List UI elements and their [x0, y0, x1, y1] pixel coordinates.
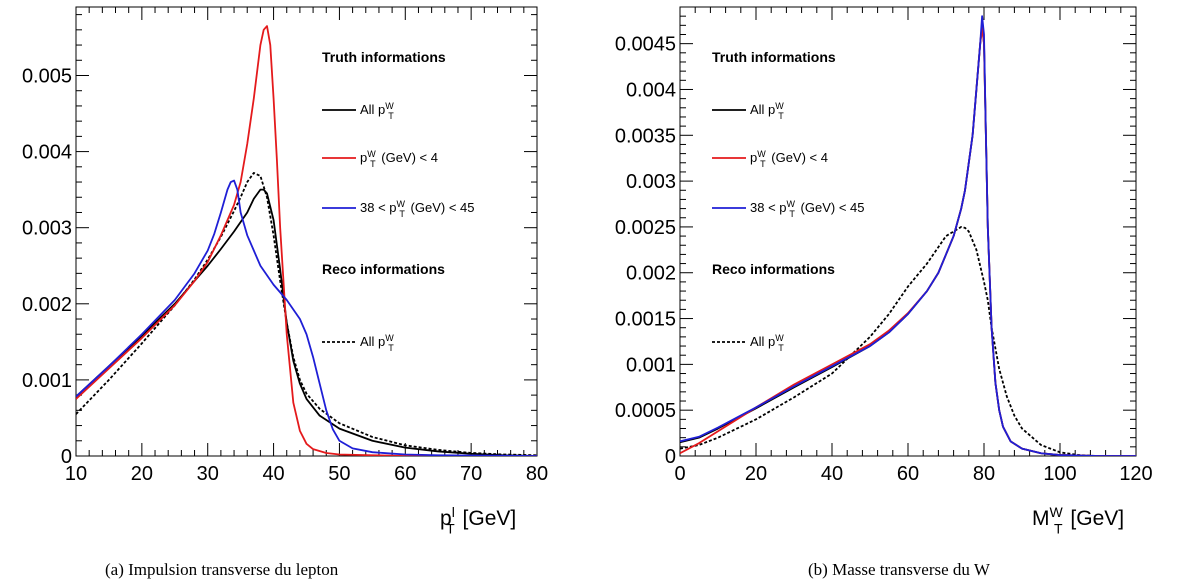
- x-axis-label: MW T [GeV]: [1032, 504, 1124, 536]
- legend-label-0: All pW T: [750, 101, 784, 121]
- legend-label-1: pW T (GeV) < 4: [750, 149, 828, 169]
- plot-frame: [679, 6, 1137, 457]
- legend-label-3-sub: T: [388, 343, 394, 353]
- x-tick-label: 70: [460, 463, 482, 485]
- y-tick-label: 0.004: [626, 79, 676, 101]
- legend-label-1: pW T (GeV) < 4: [360, 149, 438, 169]
- x-axis-label-post: [GeV]: [1065, 507, 1125, 530]
- x-tick-label: 40: [262, 463, 284, 485]
- legend-label-3-pre: All p: [360, 334, 385, 349]
- legend-label-2-sub: T: [399, 209, 405, 219]
- y-tick-label: 0.001: [626, 354, 676, 376]
- legend-label-1-sup: W: [757, 149, 766, 159]
- plot-frame: [75, 6, 538, 457]
- x-axis-label-sub: T: [1054, 520, 1063, 536]
- y-tick-label: 0: [61, 446, 72, 468]
- legend-label-1-pre: p: [750, 150, 757, 165]
- legend-label-3: All pW T: [360, 333, 394, 353]
- legend-label-3: All pW T: [750, 333, 784, 353]
- x-tick-label: 80: [973, 463, 995, 485]
- legend-label-1-post: (GeV) < 4: [378, 150, 438, 165]
- x-tick-label: 80: [526, 463, 548, 485]
- truth-series-line-0: [680, 24, 1136, 456]
- x-axis-label-sup: l: [452, 504, 455, 520]
- legend-truth-header: Truth informations: [712, 49, 836, 65]
- y-tick-label: 0.0005: [615, 400, 676, 422]
- legend-label-0-pre: All p: [360, 102, 385, 117]
- legend-label-1-sub: T: [760, 159, 766, 169]
- legend-label-2-sup: W: [787, 199, 796, 209]
- x-axis-label-pre: M: [1032, 507, 1050, 530]
- y-tick-label: 0.005: [22, 65, 72, 87]
- x-tick-label: 40: [821, 463, 843, 485]
- legend-label-1-sup: W: [367, 149, 376, 159]
- y-tick-label: 0.004: [22, 142, 72, 164]
- legend-label-1-sub: T: [370, 159, 376, 169]
- x-axis-label-post: [GeV]: [457, 507, 517, 530]
- truth-series-line-2: [680, 15, 1136, 456]
- y-tick-label: 0.002: [626, 263, 676, 285]
- x-axis-label-sub: T: [446, 520, 455, 536]
- y-tick-label: 0.003: [626, 171, 676, 193]
- x-tick-label: 10: [65, 463, 87, 485]
- legend-label-2-sub: T: [789, 209, 795, 219]
- legend-label-2-pre: 38 < p: [360, 200, 397, 215]
- legend-label-2-sup: W: [397, 199, 406, 209]
- y-tick-label: 0.0045: [615, 34, 676, 56]
- series-group: [76, 25, 537, 456]
- y-tick-label: 0.003: [22, 218, 72, 240]
- x-tick-label: 20: [131, 463, 153, 485]
- legend-truth-header: Truth informations: [322, 49, 446, 65]
- x-tick-label: 100: [1043, 463, 1076, 485]
- x-axis-label: pl T [GeV]: [440, 504, 516, 536]
- panel-a: 10 20 30 40 50 60 70 80 0 0.001 0.002 0.003 0.004 0.0…: [22, 6, 548, 579]
- legend-label-1-post: (GeV) < 4: [768, 150, 828, 165]
- x-tick-label: 50: [328, 463, 350, 485]
- series-group: [680, 15, 1136, 456]
- panel-caption: (a) Impulsion transverse du lepton: [105, 560, 339, 579]
- x-tick-label: 60: [897, 463, 919, 485]
- truth-series-line-2: [76, 179, 537, 456]
- legend-label-2-post: (GeV) < 45: [407, 200, 475, 215]
- truth-series-line-1: [76, 25, 537, 456]
- legend-label-1-pre: p: [360, 150, 367, 165]
- x-axis-label-sup: W: [1050, 504, 1064, 520]
- legend-label-3-sub: T: [778, 343, 784, 353]
- legend-label-2: 38 < pW T (GeV) < 45: [360, 199, 474, 219]
- x-tick-label: 30: [197, 463, 219, 485]
- legend-label-0-pre: All p: [750, 102, 775, 117]
- legend-label-0-sub: T: [388, 111, 394, 121]
- legend-label-0-sup: W: [385, 101, 394, 111]
- legend-label-3-sup: W: [775, 333, 784, 343]
- legend-label-2-post: (GeV) < 45: [797, 200, 865, 215]
- legend-label-3-sup: W: [385, 333, 394, 343]
- legend-reco-header: Reco informations: [322, 261, 445, 277]
- x-axis-label-pre: p: [440, 507, 452, 530]
- y-tick-label: 0.0025: [615, 217, 676, 239]
- legend-label-0-sup: W: [775, 101, 784, 111]
- y-tick-label: 0.001: [22, 370, 72, 392]
- x-tick-label: 20: [745, 463, 767, 485]
- legend-reco-header: Reco informations: [712, 261, 835, 277]
- y-tick-label: 0: [665, 446, 676, 468]
- legend-label-2-pre: 38 < p: [750, 200, 787, 215]
- legend-label-0: All pW T: [360, 101, 394, 121]
- x-tick-label: 0: [674, 463, 685, 485]
- x-tick-label: 120: [1119, 463, 1152, 485]
- reco-series-line-3: [76, 171, 537, 456]
- panel-caption: (b) Masse transverse du W: [808, 560, 991, 579]
- x-tick-label: 60: [394, 463, 416, 485]
- truth-series-line-1: [680, 26, 1136, 456]
- legend-label-2: 38 < pW T (GeV) < 45: [750, 199, 864, 219]
- y-tick-label: 0.002: [22, 294, 72, 316]
- legend-label-0-sub: T: [778, 111, 784, 121]
- y-tick-label: 0.0015: [615, 309, 676, 331]
- truth-series-line-0: [76, 188, 537, 456]
- y-tick-label: 0.0035: [615, 125, 676, 147]
- panel-b: 0 20 40 60 80 100 120 0 0.0005 0.001 0.0015 0.002 0.…: [615, 6, 1153, 579]
- legend-label-3-pre: All p: [750, 334, 775, 349]
